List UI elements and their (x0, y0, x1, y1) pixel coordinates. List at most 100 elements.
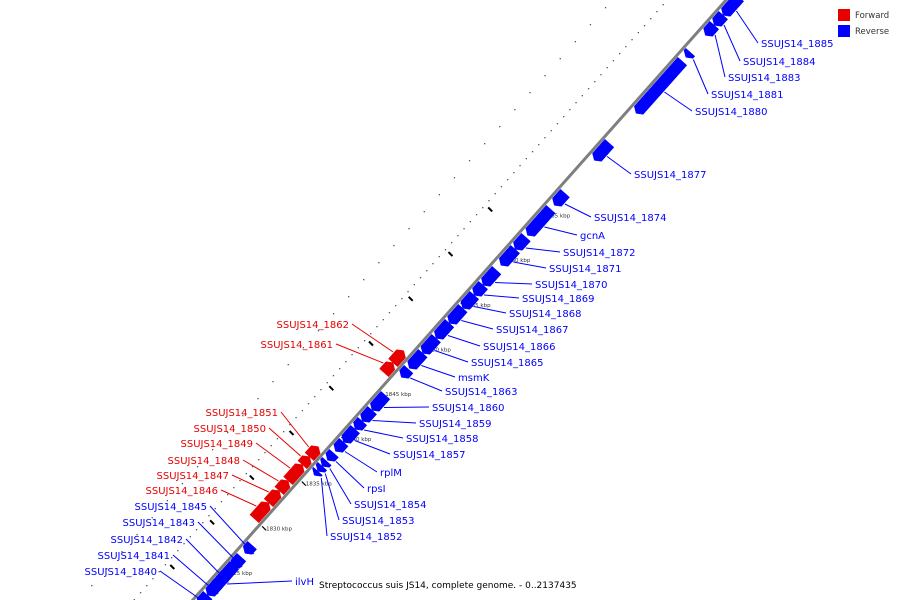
gene-feature-ssujs14_1861[interactable] (379, 361, 396, 378)
tick-mark-outer (249, 474, 255, 481)
gene-label-ssujs14_1860[interactable]: SSUJS14_1860 (432, 403, 505, 414)
gene-feature-ssujs14_1845[interactable] (242, 540, 257, 555)
gene-label-msmk[interactable]: msmK (458, 373, 490, 384)
gene-label-ssujs14_1849[interactable]: SSUJS14_1849 (181, 439, 254, 450)
gene-label-ssujs14_1877[interactable]: SSUJS14_1877 (634, 170, 707, 181)
gene-label-ssujs14_1861[interactable]: SSUJS14_1861 (261, 340, 334, 351)
leader-line (280, 411, 310, 448)
grid-dot (370, 333, 372, 335)
gene-label-ssujs14_1884[interactable]: SSUJS14_1884 (743, 57, 816, 68)
grid-dot (345, 361, 347, 363)
gene-feature-ssujs14_1874[interactable] (552, 188, 570, 207)
gene-feature-ssujs14_1854[interactable] (320, 456, 332, 468)
grid-dot (656, 11, 658, 13)
gene-label-ssujs14_1862[interactable]: SSUJS14_1862 (277, 320, 350, 331)
grid-dot (220, 501, 223, 503)
grid-dot (376, 326, 378, 328)
gene-label-ssujs14_1854[interactable]: SSUJS14_1854 (354, 500, 427, 511)
grid-dot (531, 151, 534, 153)
leader-line (172, 554, 219, 595)
gene-label-ssujs14_1843[interactable]: SSUJS14_1843 (123, 518, 196, 529)
gene-label-ssujs14_1885[interactable]: SSUJS14_1885 (761, 39, 834, 50)
gene-feature-ssujs14_1880[interactable] (634, 56, 688, 115)
gene-label-ssujs14_1870[interactable]: SSUJS14_1870 (535, 280, 608, 291)
legend-item-reverse: Reverse (838, 25, 889, 37)
grid-dot (544, 137, 546, 139)
gene-feature-ssujs14_1877[interactable] (592, 138, 615, 162)
gene-label-ssujs14_1874[interactable]: SSUJS14_1874 (594, 213, 667, 224)
gene-label-ssujs14_1867[interactable]: SSUJS14_1867 (496, 325, 569, 336)
gene-label-ssujs14_1881[interactable]: SSUJS14_1881 (711, 90, 784, 101)
gene-feature-gcna[interactable] (525, 204, 556, 237)
gene-label-ssujs14_1847[interactable]: SSUJS14_1847 (157, 471, 230, 482)
gene-feature-ssujs14_1863[interactable] (399, 364, 414, 379)
background-dot-grid (91, 4, 664, 600)
gene-label-ssujs14_1880[interactable]: SSUJS14_1880 (695, 107, 768, 118)
grid-dot (468, 160, 471, 162)
gene-feature-ssujs14_1860[interactable] (370, 390, 391, 412)
grid-dot (264, 452, 266, 454)
grid-dot (525, 158, 527, 160)
grid-dot (287, 364, 289, 366)
gene-label-ssujs14_1857[interactable]: SSUJS14_1857 (393, 450, 466, 461)
gene-label-ssujs14_1841[interactable]: SSUJS14_1841 (98, 551, 171, 562)
gene-feature-ssujs14_1843[interactable] (230, 552, 247, 569)
gene-label-ssujs14_1866[interactable]: SSUJS14_1866 (483, 342, 556, 353)
gene-label-ssujs14_1852[interactable]: SSUJS14_1852 (330, 532, 403, 543)
gene-label-ssujs14_1850[interactable]: SSUJS14_1850 (194, 424, 267, 435)
gene-label-ssujs14_1858[interactable]: SSUJS14_1858 (406, 434, 479, 445)
gene-feature-ssujs14_1849[interactable] (283, 463, 305, 486)
gene-label-ssujs14_1853[interactable]: SSUJS14_1853 (342, 516, 415, 527)
gene-label-ssujs14_1871[interactable]: SSUJS14_1871 (549, 264, 622, 275)
gene-feature-ssujs14_1881[interactable] (683, 47, 696, 59)
gene-label-rpsi[interactable]: rpsI (367, 484, 386, 495)
tick-mark-inner (301, 481, 307, 487)
grid-dot (438, 256, 440, 258)
leader-line (354, 440, 391, 455)
gene-feature-ssujs14_1885[interactable] (721, 0, 745, 17)
leader-line (159, 570, 203, 600)
gene-label-ssujs14_1845[interactable]: SSUJS14_1845 (135, 502, 208, 513)
grid-dot (227, 432, 229, 434)
leader-line (324, 473, 340, 521)
gene-feature-ssujs14_1847[interactable] (263, 489, 282, 508)
leader-line (410, 377, 443, 392)
gene-label-ssujs14_1869[interactable]: SSUJS14_1869 (522, 294, 595, 305)
gene-feature-ssujs14_1851[interactable] (304, 445, 321, 462)
grid-dot (158, 571, 160, 573)
tick-label: 1840 kbp (346, 437, 372, 443)
gene-feature-ssujs14_1842[interactable] (216, 567, 233, 585)
gene-label-ssujs14_1851[interactable]: SSUJS14_1851 (206, 408, 279, 419)
gene-feature-rpsi[interactable] (325, 448, 339, 462)
gene-label-ilvh[interactable]: ilvH (295, 577, 314, 588)
legend-label-forward: Forward (855, 11, 889, 21)
grid-dot (320, 389, 322, 391)
grid-dot (106, 568, 108, 570)
gene-label-ssujs14_1846[interactable]: SSUJS14_1846 (146, 486, 219, 497)
grid-dot (357, 347, 359, 349)
gene-feature-ssujs14_1848[interactable] (274, 479, 291, 496)
grid-dot (463, 228, 465, 230)
leader-line (185, 538, 229, 583)
gene-label-ssujs14_1859[interactable]: SSUJS14_1859 (419, 419, 492, 430)
gene-label-ssujs14_1848[interactable]: SSUJS14_1848 (168, 456, 241, 467)
gene-label-ssujs14_1842[interactable]: SSUJS14_1842 (111, 535, 184, 546)
gene-feature-ssujs14_1862[interactable] (388, 349, 406, 368)
gene-label-gcna[interactable]: gcnA (580, 231, 605, 242)
gene-label-ssujs14_1865[interactable]: SSUJS14_1865 (471, 358, 544, 369)
grid-dot (513, 172, 515, 174)
gene-label-ssujs14_1840[interactable]: SSUJS14_1840 (85, 567, 158, 578)
gene-feature-ssujs14_1872[interactable] (513, 232, 531, 251)
gene-feature-ssujs14_1870[interactable] (481, 265, 502, 287)
gene-feature-ssujs14_1846[interactable] (249, 501, 271, 524)
gene-label-ssujs14_1868[interactable]: SSUJS14_1868 (509, 309, 582, 320)
gene-feature-ssujs14_1850[interactable] (297, 455, 312, 470)
gene-label-ssujs14_1863[interactable]: SSUJS14_1863 (445, 387, 518, 398)
grid-dot (423, 211, 425, 213)
gene-label-ssujs14_1872[interactable]: SSUJS14_1872 (563, 248, 636, 259)
gene-label-ssujs14_1883[interactable]: SSUJS14_1883 (728, 73, 801, 84)
grid-dot (612, 60, 615, 62)
label-leader-lines (159, 10, 759, 600)
gene-label-rplm[interactable]: rplM (380, 468, 402, 479)
grid-dot (164, 564, 167, 566)
